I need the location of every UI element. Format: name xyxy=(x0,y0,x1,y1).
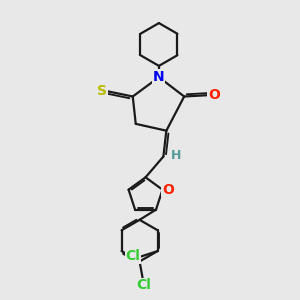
Text: O: O xyxy=(208,88,220,102)
Text: H: H xyxy=(171,148,181,162)
Text: Cl: Cl xyxy=(125,249,140,263)
Text: Cl: Cl xyxy=(136,278,152,292)
Text: S: S xyxy=(98,84,107,98)
Text: O: O xyxy=(162,183,174,197)
Text: N: N xyxy=(153,70,165,84)
